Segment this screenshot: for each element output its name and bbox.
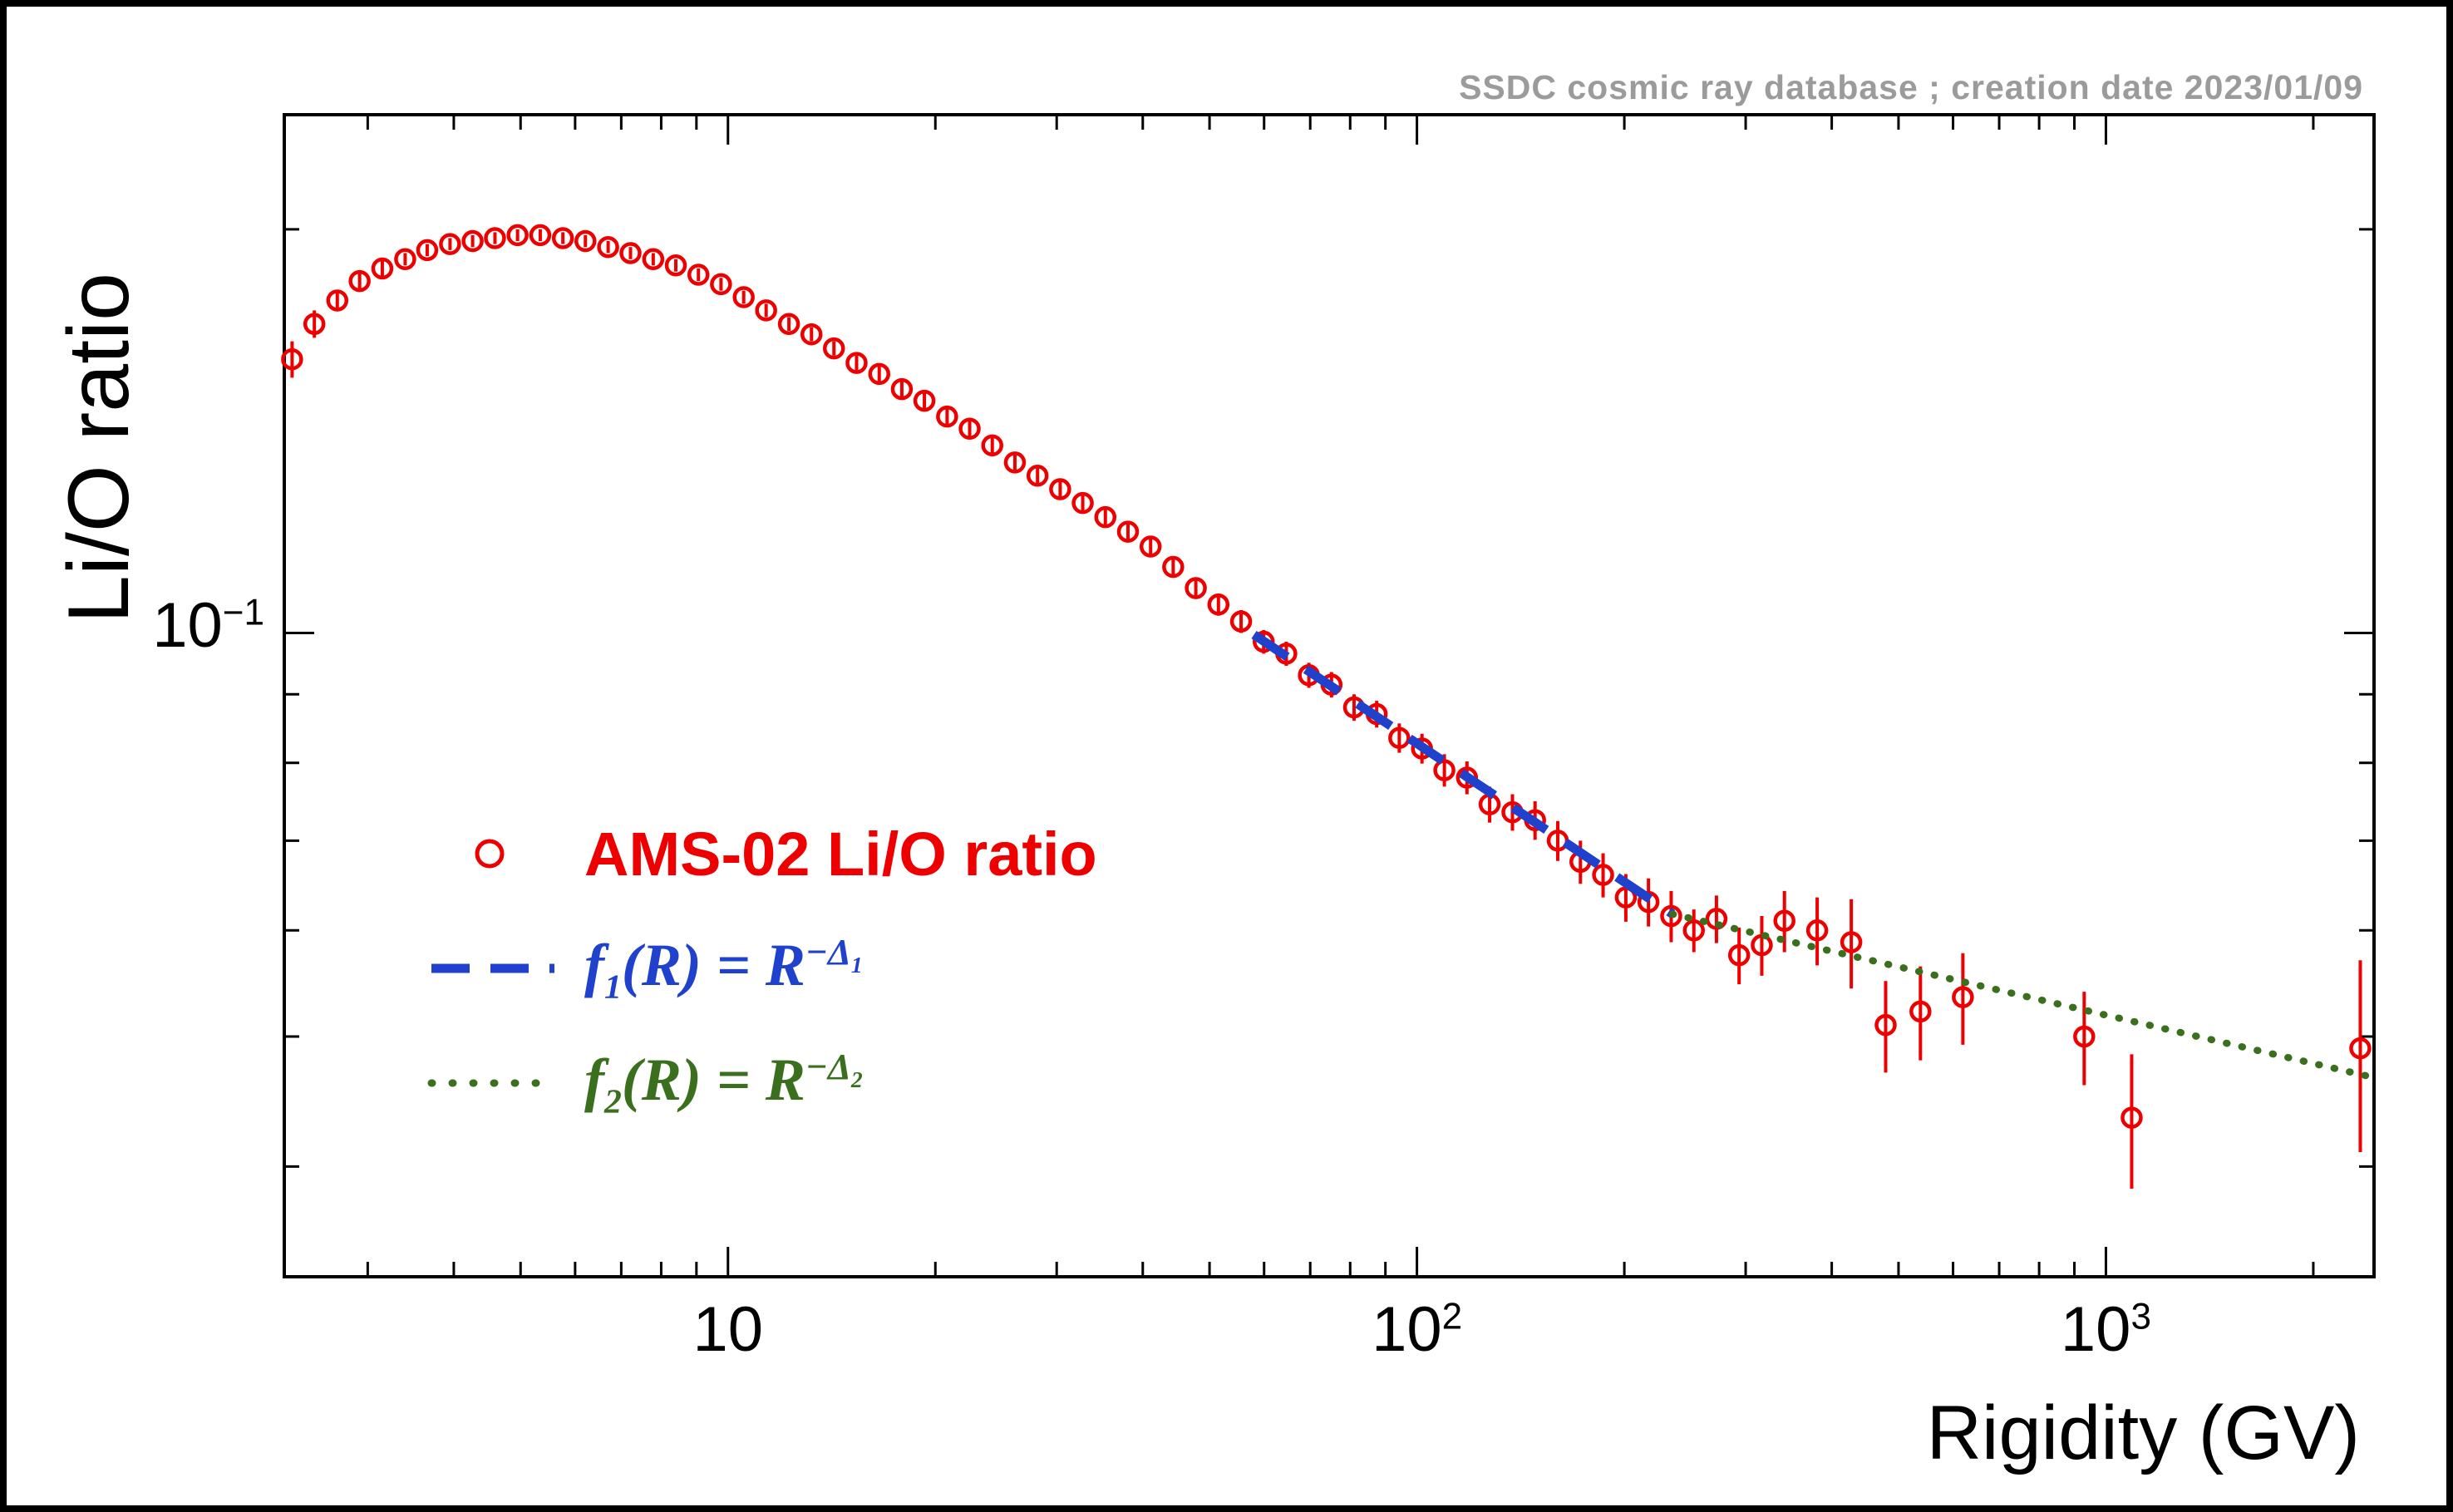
data-point bbox=[1805, 919, 1829, 942]
data-point bbox=[710, 273, 732, 296]
data-point bbox=[1727, 943, 1751, 967]
fit-line-f2 bbox=[1668, 910, 2378, 1081]
data-point bbox=[1874, 1013, 1897, 1037]
data-point bbox=[936, 405, 958, 428]
data-point bbox=[574, 229, 597, 253]
data-point bbox=[326, 289, 349, 312]
data-point bbox=[1433, 759, 1456, 781]
data-point bbox=[890, 377, 914, 401]
data-point bbox=[800, 323, 823, 346]
legend-label-f2: f2(R) = R−Δ2 bbox=[584, 1045, 863, 1121]
data-point bbox=[506, 224, 529, 247]
watermark-caption: SSDC cosmic ray database ; creation date… bbox=[1459, 68, 2363, 106]
data-point bbox=[439, 233, 461, 255]
data-point bbox=[619, 242, 642, 264]
x-axis-title: Rigidity (GV) bbox=[1926, 1391, 2360, 1475]
data-point bbox=[1003, 451, 1027, 474]
plot-frame bbox=[283, 113, 2376, 1278]
data-point bbox=[642, 248, 665, 271]
legend-item-ams02: AMS-02 Li/O ratio bbox=[426, 796, 1097, 911]
data-point bbox=[1026, 465, 1049, 487]
data-point bbox=[394, 248, 416, 271]
series-ams02 bbox=[281, 224, 2372, 1189]
dotted-line-icon bbox=[427, 1079, 559, 1087]
data-point bbox=[1705, 908, 1728, 930]
data-point bbox=[484, 227, 506, 249]
f2-symbol: f bbox=[584, 1046, 604, 1113]
data-point bbox=[822, 337, 845, 360]
data-point bbox=[1252, 630, 1275, 653]
axis-ticks bbox=[284, 115, 2374, 1277]
legend-label-f1: f1(R) = R−Δ1 bbox=[584, 930, 863, 1007]
data-point bbox=[1682, 919, 1705, 942]
data-point bbox=[1592, 864, 1614, 886]
data-point bbox=[845, 352, 868, 374]
data-point bbox=[958, 417, 981, 441]
plot-canvas bbox=[281, 113, 2378, 1278]
data-point bbox=[1049, 478, 1071, 500]
data-point bbox=[1773, 909, 1795, 932]
f1-subscript: 1 bbox=[603, 968, 622, 1007]
data-point bbox=[416, 239, 439, 262]
data-point bbox=[529, 224, 552, 247]
data-point bbox=[551, 227, 574, 249]
data-point bbox=[597, 235, 619, 259]
data-point bbox=[1388, 726, 1411, 750]
legend: AMS-02 Li/O ratio f1(R) = R−Δ1 f2(R) = R… bbox=[426, 796, 1097, 1140]
data-point bbox=[1071, 491, 1094, 515]
data-point bbox=[1094, 505, 1117, 529]
f2-subscript: 2 bbox=[603, 1082, 622, 1121]
fit-line-f1 bbox=[1251, 630, 1676, 919]
legend-item-f2: f2(R) = R−Δ2 bbox=[426, 1026, 1097, 1140]
data-point bbox=[1116, 520, 1140, 543]
legend-label-ams02: AMS-02 Li/O ratio bbox=[584, 819, 1097, 889]
data-point bbox=[1840, 931, 1863, 953]
open-circle-marker-icon bbox=[475, 839, 505, 869]
data-point bbox=[687, 263, 710, 286]
f1-equation-body: (R) = R bbox=[621, 931, 805, 998]
data-point bbox=[913, 389, 936, 412]
data-point bbox=[1229, 610, 1253, 633]
f1-exponent: −Δ1 bbox=[805, 930, 863, 978]
data-point bbox=[755, 299, 777, 322]
y-axis-title: Li/O ratio bbox=[51, 273, 147, 623]
data-point bbox=[1909, 1000, 1932, 1023]
data-point bbox=[348, 269, 371, 293]
data-point bbox=[461, 229, 484, 253]
data-point bbox=[664, 254, 687, 277]
data-point bbox=[732, 286, 755, 308]
data-point bbox=[868, 362, 891, 386]
data-point bbox=[1139, 535, 1162, 558]
data-point bbox=[1162, 555, 1185, 579]
f2-equation-body: (R) = R bbox=[621, 1046, 805, 1113]
data-point bbox=[303, 313, 326, 335]
data-point bbox=[371, 257, 394, 280]
data-point bbox=[2073, 1025, 2096, 1048]
data-point bbox=[777, 313, 800, 335]
f2-exponent: −Δ2 bbox=[805, 1045, 863, 1092]
data-point bbox=[1660, 904, 1682, 928]
data-point bbox=[2349, 1037, 2372, 1060]
data-point bbox=[2121, 1106, 2143, 1129]
data-point bbox=[1185, 577, 1207, 599]
f1-symbol: f bbox=[584, 931, 604, 998]
fit-lines bbox=[1251, 630, 2378, 1081]
data-point bbox=[281, 347, 303, 371]
data-point bbox=[1952, 986, 1974, 1008]
data-point bbox=[981, 434, 1003, 457]
legend-item-f1: f1(R) = R−Δ1 bbox=[426, 911, 1097, 1026]
data-point bbox=[1207, 593, 1230, 616]
dashed-line-icon bbox=[431, 963, 554, 973]
